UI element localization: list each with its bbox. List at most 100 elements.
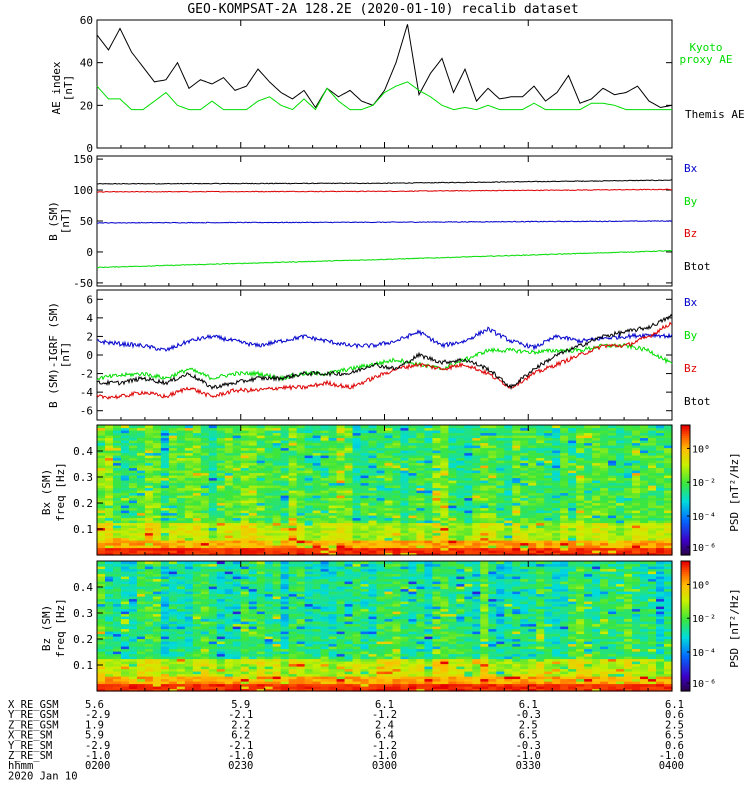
spec_bx-cell <box>224 502 234 506</box>
spec_bx-colorbar-step <box>681 468 690 472</box>
spec_bx-cell <box>248 500 258 504</box>
spec_bx-cell <box>312 545 322 549</box>
spec_bx-cell <box>112 520 122 524</box>
spec_bx-cell <box>472 512 481 516</box>
spec_bx-cell <box>240 462 250 466</box>
spec_bx-cell <box>208 427 218 431</box>
spec_bz-cell <box>104 676 114 680</box>
spec_bz-cell <box>144 606 154 610</box>
spec_bx-cell <box>528 512 537 516</box>
spec_bx-cell <box>192 540 202 544</box>
spec_bx-cell <box>600 472 609 476</box>
spec_bx-cell <box>232 540 242 544</box>
spec_bx-cell <box>136 425 146 429</box>
spec_bz-cell <box>168 636 178 640</box>
spec_bx-cell <box>512 450 521 454</box>
spec_bx-cell <box>392 545 402 549</box>
spec_bx-cell <box>160 527 170 531</box>
spec_bx-cell <box>512 535 521 539</box>
spec_bx-cell <box>408 507 418 511</box>
spec_bz-cell <box>152 613 162 617</box>
spec_bz-cell <box>176 561 186 565</box>
spec_bx-cell <box>112 457 122 461</box>
spec_bx-cell <box>352 442 362 446</box>
spec_bx-cell <box>152 495 162 499</box>
spec_bx-cell <box>520 485 529 489</box>
spec_bx-cell <box>152 427 162 431</box>
spec_bz-cell <box>248 683 258 687</box>
spec_bx-cell <box>416 470 426 474</box>
spec_bx-cell <box>224 430 234 434</box>
spec_bz-cell <box>232 618 242 622</box>
spec_bx-cell <box>552 445 561 449</box>
spec_bx-cell <box>624 467 633 471</box>
spec_bx-cell <box>448 512 457 516</box>
spec_bz-cell <box>112 643 122 647</box>
spec_bx-cell <box>97 485 106 489</box>
spec_bx-cell <box>360 470 370 474</box>
spec_bx-cell <box>624 435 633 439</box>
spec_bz-cell <box>208 676 218 680</box>
spec_bx-cell <box>208 497 218 501</box>
spec_bx-cell <box>152 507 162 511</box>
spec_bx-cell <box>216 455 226 459</box>
spec_bx-cell <box>240 537 250 541</box>
spec_bx-cell <box>512 447 521 451</box>
spec_bx-cell <box>648 440 657 444</box>
spec_bx-cell <box>392 465 402 469</box>
spec_bx-cell <box>480 522 489 526</box>
spec_bz-cell <box>128 606 138 610</box>
spec_bz-cell <box>184 596 194 600</box>
spec_bx-cell <box>408 492 418 496</box>
spec_bx-cell <box>448 490 457 494</box>
spec_bx-cell <box>408 502 418 506</box>
spec_bx-cell <box>328 455 338 459</box>
spec_bx-cell <box>536 550 545 554</box>
spec_bx-cell <box>192 477 202 481</box>
spec_bx-cell <box>480 490 489 494</box>
spec_bz-cell <box>240 566 250 570</box>
spec_bz-cell <box>120 621 130 625</box>
spec_bz-cell <box>248 676 258 680</box>
spec_bx-cell <box>408 510 418 514</box>
spec_bx-cell <box>216 537 226 541</box>
spec_bx-cell <box>208 542 218 546</box>
spec_bx-cell <box>480 492 489 496</box>
spec_bx-cell <box>520 512 529 516</box>
spec_bx-cell <box>288 520 298 524</box>
spec_bz-cell <box>120 671 130 675</box>
spec_bx-cell <box>664 527 673 531</box>
spec_bz-cell <box>104 638 114 642</box>
spec_bz-cell <box>200 633 210 637</box>
spec_bz-cell <box>232 641 242 645</box>
spec_bx-cell <box>520 425 529 429</box>
spec_bx-cell <box>352 507 362 511</box>
spec_bz-cell <box>240 573 250 577</box>
spec_bz-cell <box>192 643 202 647</box>
bdiff-legend-btot: Btot <box>684 395 711 408</box>
spec_bx-cell <box>160 547 170 551</box>
spec_bz-cell <box>128 576 138 580</box>
spec_bx-cell <box>288 452 298 456</box>
spec_bz-cell <box>184 568 194 572</box>
spec_bz-cell <box>176 626 186 630</box>
spec_bz-cell <box>192 561 202 565</box>
spec_bx-cell <box>544 475 553 479</box>
spec_bx-cell <box>128 457 138 461</box>
spec_bx-cell <box>544 455 553 459</box>
bsm-legend-bx: Bx <box>684 162 698 175</box>
spec_bx-cell <box>360 455 370 459</box>
spec_bx-cell <box>352 472 362 476</box>
spec_bx-cell <box>192 440 202 444</box>
spec_bx-cell <box>160 430 170 434</box>
spec_bx-cell <box>128 450 138 454</box>
spec_bz-cell <box>240 603 250 607</box>
spec_bx-colorbar-step <box>681 477 690 480</box>
spec_bz-cell <box>176 663 186 667</box>
spec_bx-cell <box>224 467 234 471</box>
spec_bz-cell <box>248 571 258 575</box>
spec_bx-cell <box>600 490 609 494</box>
spec_bx-cell <box>592 547 601 551</box>
spec_bz-cell <box>120 628 130 632</box>
spec_bx-cell <box>504 450 513 454</box>
